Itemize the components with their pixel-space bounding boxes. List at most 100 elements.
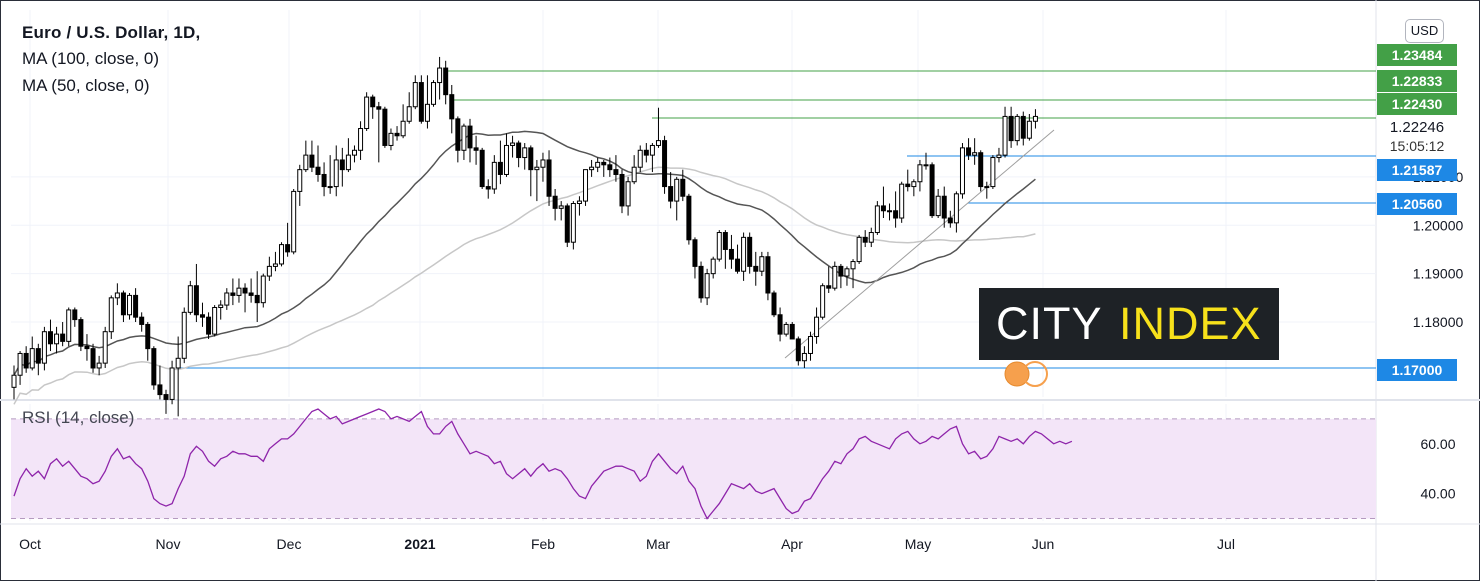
candle-body-up [333, 159, 339, 188]
candle-body-up [41, 331, 47, 364]
candle-body-up [917, 164, 923, 183]
candle-body-up [783, 323, 789, 335]
price-label-bg-1.22833 [1377, 70, 1457, 92]
candle [260, 273, 266, 308]
candle [309, 140, 315, 173]
candle [589, 159, 595, 177]
candle [844, 266, 850, 286]
candle-body-up [923, 164, 929, 167]
candle-body-up [260, 275, 266, 304]
candle [60, 322, 66, 347]
candle [23, 346, 29, 373]
currency-button[interactable]: USD [1405, 19, 1444, 43]
candle [686, 193, 692, 245]
candle-body-up [175, 357, 181, 369]
candle-body-down [78, 319, 84, 347]
candle [984, 181, 990, 199]
candle [54, 326, 60, 354]
candle [497, 140, 503, 185]
candle [874, 201, 880, 235]
candle [291, 188, 297, 255]
rsi-legend: RSI (14, close) [22, 408, 135, 427]
candle [643, 143, 649, 163]
candle-body-down [72, 309, 78, 321]
price-label-bg-1.20560 [1377, 193, 1457, 215]
candle [315, 145, 321, 182]
candle-body-up [108, 297, 114, 333]
time-axis-label-jun: Jun [1032, 536, 1055, 552]
candle-body-up [649, 144, 655, 156]
candle-body-up [1014, 115, 1020, 142]
candle-body-up [127, 294, 133, 316]
candle-body-up [388, 132, 394, 146]
candle [120, 290, 126, 323]
candle [680, 169, 686, 202]
candle-body-down [455, 118, 461, 151]
time-axis-label-oct: Oct [19, 536, 41, 552]
candle-body-down [966, 147, 972, 156]
candle-body-up [674, 178, 680, 202]
candle-body-down [564, 205, 570, 243]
candle [230, 278, 236, 306]
price-label-1.22833: 1.22833 [1392, 73, 1443, 89]
candle [406, 92, 412, 124]
candle-body-up [212, 307, 218, 335]
candle [485, 179, 491, 199]
chart-title: Euro / U.S. Dollar, 1D, [22, 23, 201, 42]
candle [862, 230, 868, 248]
candle [418, 75, 424, 124]
candle [303, 140, 309, 173]
candle [747, 232, 753, 274]
candle [412, 75, 418, 110]
candle-body-down [230, 292, 236, 296]
candle [583, 169, 589, 206]
candle [41, 326, 47, 371]
candle-body-up [534, 166, 540, 171]
candle-body-up [576, 200, 582, 205]
candle-body-up [358, 128, 364, 151]
candle-body-down [467, 125, 473, 149]
candle [327, 155, 333, 194]
candle [698, 261, 704, 303]
candle-body-up [990, 157, 996, 188]
candle-body-up [655, 140, 661, 146]
candle [728, 234, 734, 269]
candle-body-down [151, 348, 157, 386]
candle-body-up [814, 316, 820, 338]
candle [911, 179, 917, 197]
candle [522, 143, 528, 170]
candle [771, 290, 777, 318]
candle [710, 256, 716, 279]
candle-body-down [728, 248, 734, 260]
trendline [784, 129, 1055, 359]
candle-body-down [528, 147, 534, 171]
candle-body-up [874, 205, 880, 234]
time-axis-label-2021: 2021 [404, 536, 435, 552]
candle-body-down [765, 256, 771, 294]
candle-body-up [510, 142, 516, 146]
candle-body-down [285, 244, 291, 253]
candle [503, 133, 509, 177]
candle [868, 227, 874, 248]
candle-body-down [747, 236, 753, 267]
candle [923, 152, 929, 170]
candle-body-down [473, 147, 479, 151]
candle-body-up [272, 263, 278, 267]
candle-body-down [893, 210, 899, 219]
candle-body-up [522, 147, 528, 159]
candle [431, 80, 437, 107]
candle [90, 343, 96, 373]
candle-body-down [722, 232, 728, 250]
candle [78, 317, 84, 352]
candle [424, 75, 430, 129]
candle-body-down [84, 345, 90, 350]
candle-body-up [96, 362, 102, 369]
candle-body-down [862, 236, 868, 243]
price-axis-label: 1.20000 [1413, 217, 1464, 233]
time-axis-label-mar: Mar [646, 536, 670, 552]
candle [880, 186, 886, 219]
candle-body-down [947, 217, 953, 224]
candle-body-down [686, 195, 692, 241]
candle-body-down [254, 294, 260, 304]
